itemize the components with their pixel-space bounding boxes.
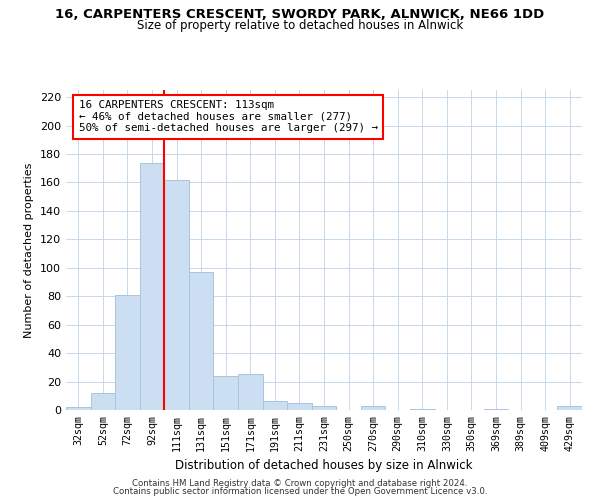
Bar bbox=[484, 408, 508, 410]
Text: 16, CARPENTERS CRESCENT, SWORDY PARK, ALNWICK, NE66 1DD: 16, CARPENTERS CRESCENT, SWORDY PARK, AL… bbox=[55, 8, 545, 20]
Bar bbox=[189, 272, 214, 410]
Bar bbox=[361, 406, 385, 410]
Bar bbox=[214, 376, 238, 410]
X-axis label: Distribution of detached houses by size in Alnwick: Distribution of detached houses by size … bbox=[175, 459, 473, 472]
Bar bbox=[287, 403, 312, 410]
Bar bbox=[66, 407, 91, 410]
Bar bbox=[164, 180, 189, 410]
Text: Size of property relative to detached houses in Alnwick: Size of property relative to detached ho… bbox=[137, 19, 463, 32]
Bar bbox=[410, 408, 434, 410]
Bar bbox=[140, 162, 164, 410]
Text: Contains HM Land Registry data © Crown copyright and database right 2024.: Contains HM Land Registry data © Crown c… bbox=[132, 478, 468, 488]
Bar bbox=[91, 393, 115, 410]
Bar bbox=[238, 374, 263, 410]
Bar bbox=[263, 402, 287, 410]
Bar bbox=[312, 406, 336, 410]
Text: Contains public sector information licensed under the Open Government Licence v3: Contains public sector information licen… bbox=[113, 487, 487, 496]
Bar bbox=[115, 295, 140, 410]
Y-axis label: Number of detached properties: Number of detached properties bbox=[25, 162, 34, 338]
Text: 16 CARPENTERS CRESCENT: 113sqm
← 46% of detached houses are smaller (277)
50% of: 16 CARPENTERS CRESCENT: 113sqm ← 46% of … bbox=[79, 100, 378, 133]
Bar bbox=[557, 406, 582, 410]
